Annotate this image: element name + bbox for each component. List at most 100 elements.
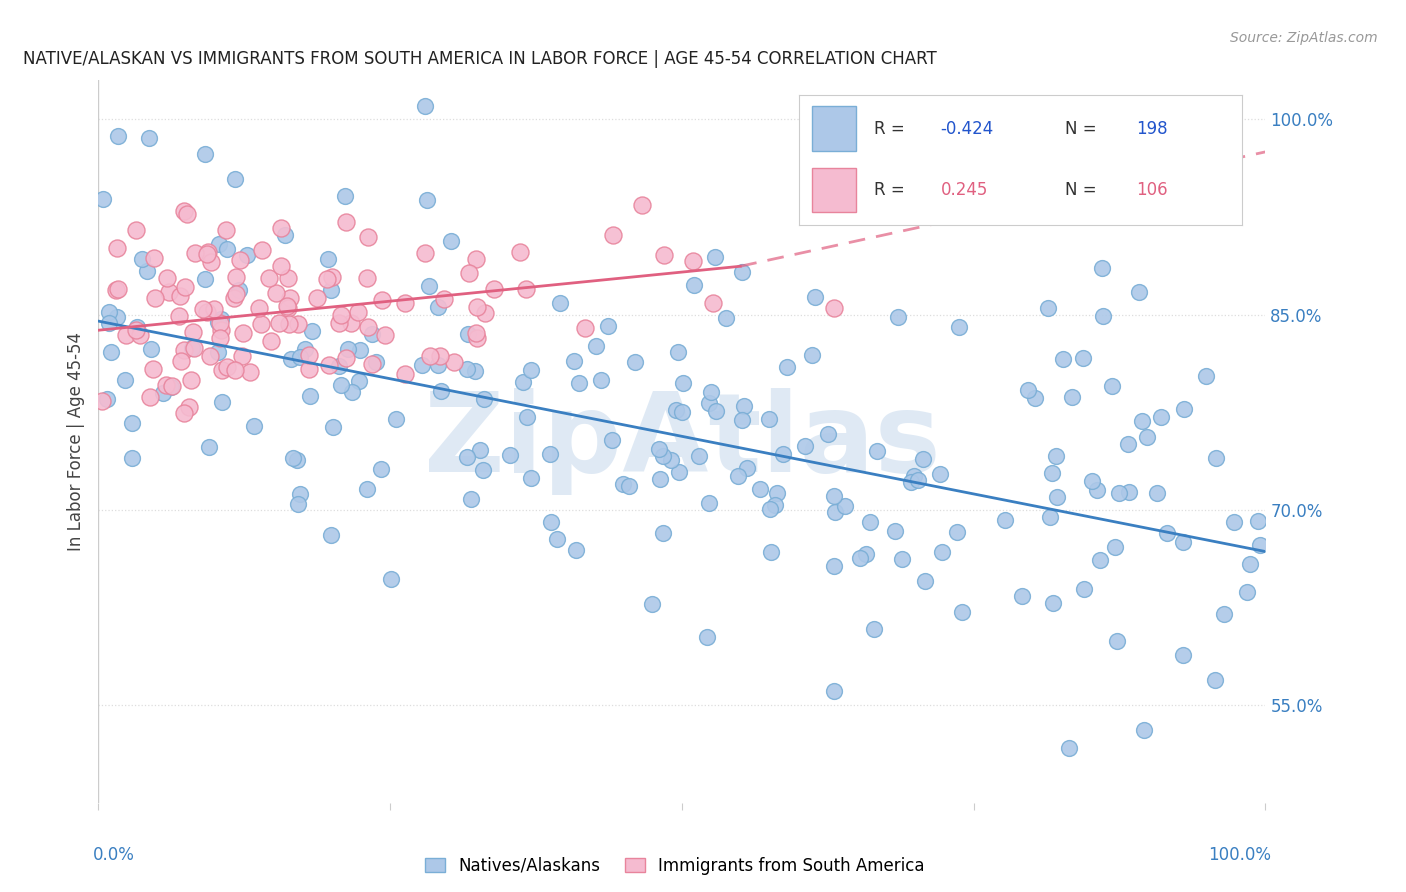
Point xyxy=(907,474,929,488)
Point xyxy=(654,248,676,262)
Point xyxy=(672,376,695,390)
Point xyxy=(1246,514,1268,528)
Point xyxy=(648,472,671,486)
Point xyxy=(1116,437,1139,451)
Text: NATIVE/ALASKAN VS IMMIGRANTS FROM SOUTH AMERICA IN LABOR FORCE | AGE 45-54 CORRE: NATIVE/ALASKAN VS IMMIGRANTS FROM SOUTH … xyxy=(22,50,936,68)
Point xyxy=(280,352,302,367)
Point xyxy=(433,292,456,306)
Point xyxy=(1088,553,1111,567)
Point xyxy=(1249,537,1271,551)
Point xyxy=(648,442,671,456)
Point xyxy=(1136,430,1159,444)
Point xyxy=(1236,584,1258,599)
Point xyxy=(950,605,973,619)
Point xyxy=(823,301,845,315)
Point xyxy=(211,394,233,409)
Point xyxy=(167,309,190,323)
Point xyxy=(758,412,780,426)
Point xyxy=(374,328,396,343)
Point xyxy=(232,326,254,340)
Point xyxy=(211,323,233,337)
Point xyxy=(105,310,128,324)
Point xyxy=(321,528,343,542)
Point xyxy=(600,433,623,447)
Point xyxy=(194,271,217,285)
Point xyxy=(596,319,619,334)
Point xyxy=(357,230,380,244)
Point xyxy=(96,392,118,407)
Point xyxy=(257,270,280,285)
Point xyxy=(180,373,202,387)
Point xyxy=(1223,516,1246,530)
Point xyxy=(215,242,238,256)
Point xyxy=(1071,351,1094,366)
Point xyxy=(817,426,839,441)
Point xyxy=(855,547,877,561)
Point xyxy=(361,357,384,371)
Point xyxy=(160,379,183,393)
Point xyxy=(360,326,382,341)
Point xyxy=(121,450,143,465)
Point xyxy=(1042,595,1064,609)
Point xyxy=(224,363,246,377)
Point xyxy=(298,348,321,362)
Point xyxy=(429,384,451,398)
Point xyxy=(612,476,634,491)
Point xyxy=(100,344,122,359)
Point xyxy=(333,189,356,203)
Point xyxy=(1073,582,1095,596)
Point xyxy=(509,245,531,260)
Point xyxy=(1017,383,1039,397)
Point xyxy=(824,505,846,519)
Point xyxy=(1090,260,1112,275)
Point xyxy=(380,572,402,586)
Point xyxy=(207,314,229,328)
Point xyxy=(1128,285,1150,299)
Point xyxy=(911,451,934,466)
Point xyxy=(443,355,465,369)
Point xyxy=(356,270,378,285)
Point xyxy=(659,453,682,467)
Point xyxy=(416,194,439,208)
Point xyxy=(759,544,782,558)
Point xyxy=(247,301,270,315)
Point xyxy=(696,630,718,644)
Point xyxy=(546,532,568,546)
Point xyxy=(994,513,1017,527)
Point xyxy=(429,349,451,363)
Point xyxy=(202,301,225,316)
Point xyxy=(143,252,166,266)
Point xyxy=(329,378,352,392)
Point xyxy=(931,544,953,558)
Point xyxy=(704,404,727,418)
Point xyxy=(157,285,180,299)
Point xyxy=(385,412,408,426)
Point xyxy=(328,316,350,330)
Point xyxy=(948,319,970,334)
Point xyxy=(415,246,437,260)
Point xyxy=(849,550,872,565)
Point xyxy=(1130,414,1153,428)
Point xyxy=(765,486,787,500)
Point xyxy=(366,355,388,369)
Point xyxy=(197,245,219,260)
Point xyxy=(107,282,129,296)
Point xyxy=(1081,474,1104,488)
Point xyxy=(184,246,207,260)
Point xyxy=(288,487,311,501)
Point xyxy=(1239,557,1261,571)
Point xyxy=(538,447,561,461)
Point xyxy=(1149,409,1171,424)
Point xyxy=(276,299,298,313)
Point xyxy=(1173,401,1195,416)
Point xyxy=(617,479,640,493)
Point xyxy=(250,243,273,257)
Point xyxy=(697,396,720,410)
Point xyxy=(704,250,727,264)
Point xyxy=(1133,723,1156,738)
Point xyxy=(155,377,177,392)
Point xyxy=(337,343,360,357)
Point xyxy=(887,310,910,325)
Point xyxy=(129,328,152,343)
Point xyxy=(197,304,219,318)
